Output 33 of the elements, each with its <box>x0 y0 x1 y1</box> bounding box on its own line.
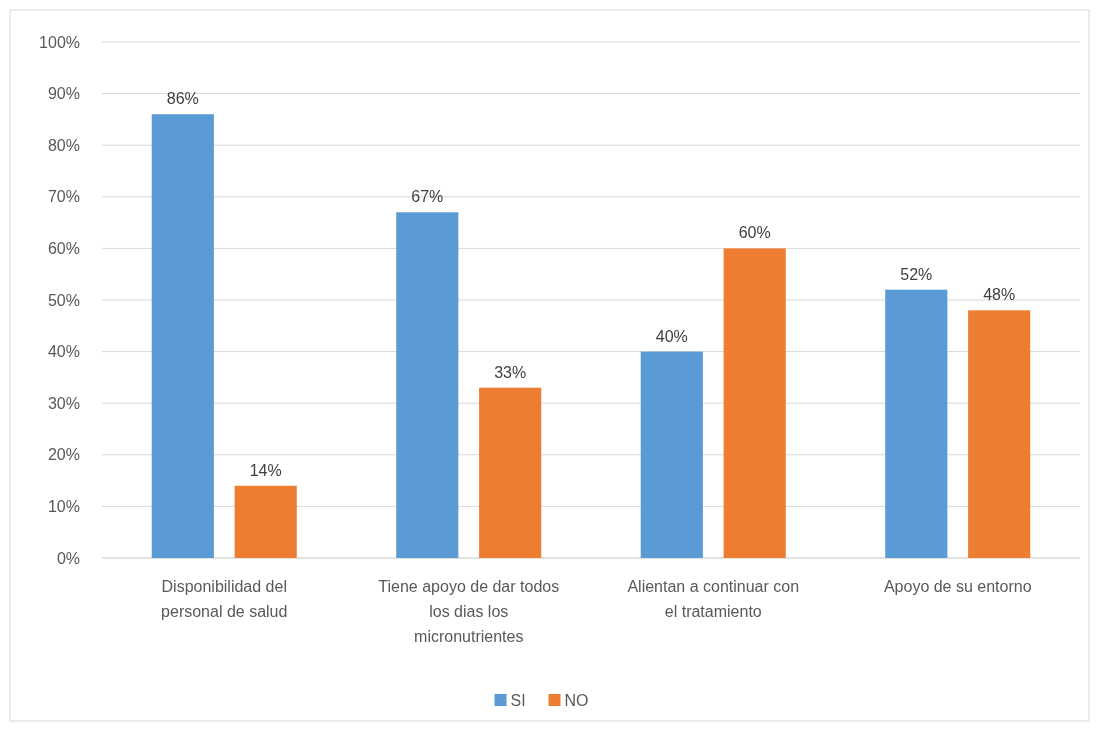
data-label: 60% <box>738 224 771 242</box>
y-tick-label: 90% <box>47 85 80 103</box>
bar <box>723 248 786 558</box>
legend-label: NO <box>564 691 589 709</box>
bar <box>479 387 542 558</box>
bar <box>234 485 297 558</box>
data-label: 33% <box>494 363 527 381</box>
y-tick-label: 20% <box>47 446 80 464</box>
y-tick-label: 60% <box>47 240 80 257</box>
bar <box>885 289 948 558</box>
y-tick-label: 0% <box>56 549 80 567</box>
y-tick-label: 30% <box>47 394 80 412</box>
y-tick-label: 50% <box>47 291 80 309</box>
data-label: 52% <box>900 265 933 283</box>
bar <box>151 114 214 558</box>
y-tick-label: 40% <box>47 343 80 361</box>
x-tick-label: Disponibilidad del personal de salud <box>161 578 288 620</box>
y-tick-label: 80% <box>47 136 80 154</box>
bar <box>640 351 703 558</box>
x-tick-label: Apoyo de su entorno <box>883 578 1032 595</box>
data-label: 67% <box>411 188 444 206</box>
x-tick-label: Alientan a continuar con el tratamiento <box>627 578 800 620</box>
bar <box>968 310 1031 558</box>
data-label: 86% <box>166 90 199 108</box>
y-tick-label: 70% <box>47 188 80 206</box>
x-tick-label: Tiene apoyo de dar todos los dias los micronutrientes <box>378 578 560 645</box>
data-label: 48% <box>983 286 1016 304</box>
y-tick-label: 100% <box>39 33 80 51</box>
bar <box>396 212 459 558</box>
y-tick-label: 10% <box>47 498 80 515</box>
data-label: 40% <box>655 327 688 345</box>
legend-label: SI <box>510 691 526 709</box>
data-label: 14% <box>249 461 282 479</box>
